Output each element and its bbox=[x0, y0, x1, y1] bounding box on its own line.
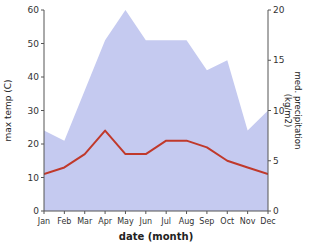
y-tick-label: 60 bbox=[28, 5, 40, 15]
x-tick bbox=[227, 211, 228, 214]
y-tick-label: 0 bbox=[33, 206, 39, 216]
x-tick-label: Jun bbox=[139, 217, 153, 226]
y-tick bbox=[41, 110, 44, 111]
x-tick bbox=[247, 211, 248, 214]
y-tick-label: 30 bbox=[28, 106, 40, 116]
precipitation-area bbox=[44, 10, 268, 211]
x-tick bbox=[105, 211, 106, 214]
x-axis-label: date (month) bbox=[119, 231, 193, 242]
x-tick-label: Dec bbox=[260, 217, 275, 226]
y2-axis-label: med. precipitation(kg/m2) bbox=[283, 72, 303, 150]
y-tick-label: 10 bbox=[28, 173, 40, 183]
y-axis-label: max temp (C) bbox=[3, 79, 13, 141]
x-tick bbox=[166, 211, 167, 214]
y-tick bbox=[41, 43, 44, 44]
x-tick bbox=[125, 211, 126, 214]
x-tick-label: Mar bbox=[77, 217, 93, 226]
y-tick bbox=[41, 177, 44, 178]
y2-tick-label: 10 bbox=[273, 106, 285, 116]
x-tick-label: Feb bbox=[57, 217, 71, 226]
y2-tick bbox=[268, 10, 271, 11]
y2-tick-label: 5 bbox=[273, 156, 279, 166]
x-tick bbox=[186, 211, 187, 214]
x-tick bbox=[145, 211, 146, 214]
y-tick-label: 40 bbox=[28, 72, 40, 82]
x-tick-label: May bbox=[117, 217, 134, 226]
x-tick bbox=[206, 211, 207, 214]
x-tick bbox=[268, 211, 269, 214]
y-tick-label: 50 bbox=[28, 39, 40, 49]
x-tick-label: Jan bbox=[37, 217, 50, 226]
y2-tick-label: 15 bbox=[273, 55, 284, 65]
x-tick-label: Aug bbox=[179, 217, 195, 226]
x-tick-label: Jul bbox=[160, 217, 171, 226]
y-tick bbox=[41, 10, 44, 11]
x-tick bbox=[84, 211, 85, 214]
y2-tick-label: 0 bbox=[273, 206, 279, 216]
x-tick bbox=[44, 211, 45, 214]
x-tick-label: Oct bbox=[220, 217, 234, 226]
temperature-line bbox=[44, 131, 268, 175]
chart: 0 10 20 30 40 50 60 0 5 10 15 20 Jan Feb Mar Apr May Jun J… bbox=[0, 0, 318, 247]
y2-tick bbox=[268, 60, 271, 61]
x-tick bbox=[64, 211, 65, 214]
x-tick-label: Nov bbox=[240, 217, 256, 226]
y2-tick bbox=[268, 160, 271, 161]
x-tick-label: Apr bbox=[98, 217, 113, 226]
y2-axis-label-line: med. precipitation bbox=[293, 72, 303, 150]
y-tick bbox=[41, 144, 44, 145]
y-tick bbox=[41, 77, 44, 78]
x-axis-line bbox=[44, 211, 268, 212]
y-tick-label: 20 bbox=[28, 139, 40, 149]
y2-tick-label: 20 bbox=[273, 5, 285, 15]
y2-axis-label-line: (kg/m2) bbox=[283, 94, 293, 128]
plot-area bbox=[44, 10, 268, 211]
x-tick-label: Sep bbox=[199, 217, 214, 226]
y2-tick bbox=[268, 110, 271, 111]
